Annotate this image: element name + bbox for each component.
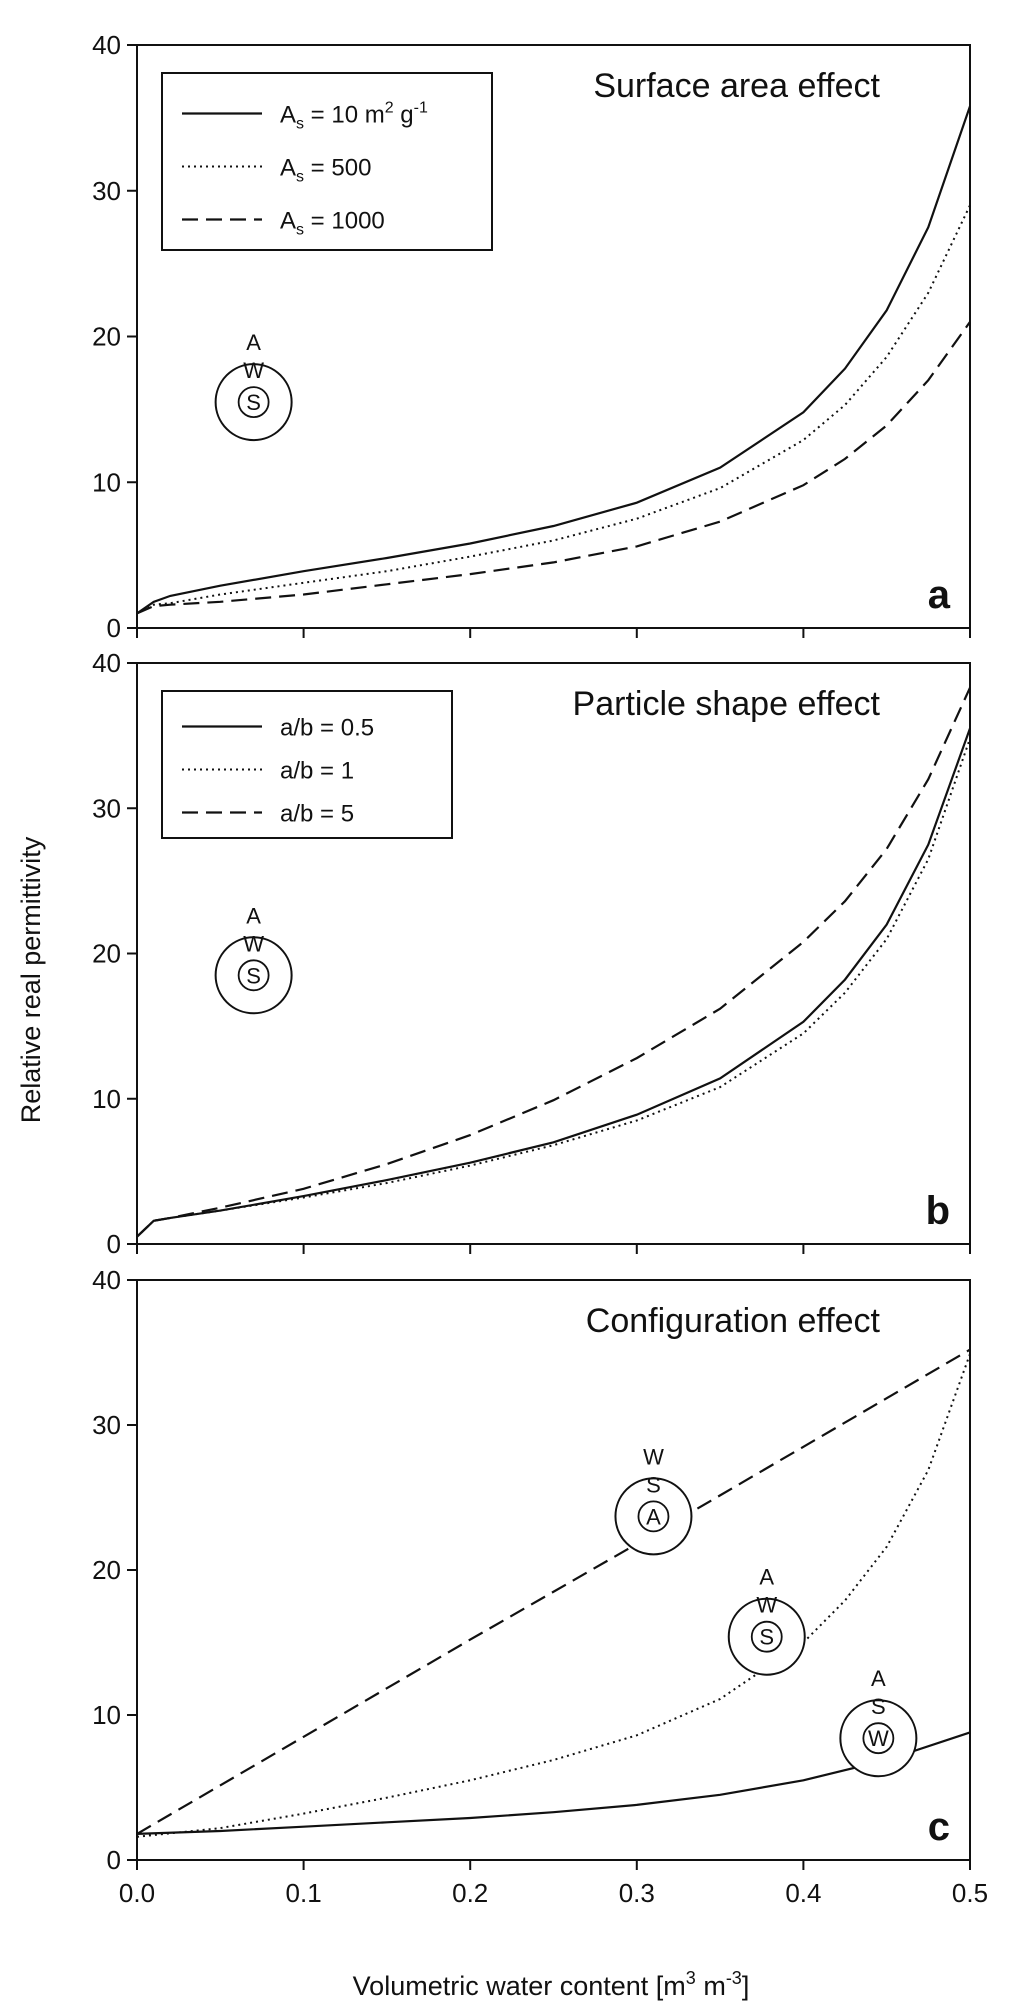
panel-label: c	[928, 1805, 950, 1849]
core-shell-schematic: AWS	[214, 330, 293, 442]
y-tick-label: 0	[107, 1229, 121, 1259]
y-tick-label: 40	[92, 1265, 121, 1295]
x-tick-label: 0.4	[785, 1878, 821, 1908]
y-tick-label: 20	[92, 1555, 121, 1585]
panel-b: 0 10 20 30 40 Particle shape effect b a/b = 0.5…	[92, 648, 972, 1259]
schematic-middle-label: W	[243, 931, 264, 956]
x-tick-label: 0.0	[119, 1878, 155, 1908]
schematic-middle-label: S	[646, 1472, 661, 1497]
y-tick-label: 30	[92, 1410, 121, 1440]
series-line	[136, 321, 971, 615]
y-tick-label: 10	[92, 1084, 121, 1114]
y-tick-label: 10	[92, 467, 121, 497]
schematic-middle-label: W	[243, 358, 264, 383]
schematic-outer-label: A	[246, 330, 261, 355]
core-shell-schematic: ASW	[839, 1666, 918, 1778]
schematic-inner-ring	[637, 1500, 670, 1533]
legend-entry: As​ = 1000	[280, 208, 385, 239]
core-shell-schematic: AWS	[727, 1565, 806, 1676]
schematic-outer-label: W	[643, 1444, 664, 1469]
panel-title: Surface area effect	[593, 67, 880, 105]
panel-label: b	[926, 1189, 950, 1233]
schematic-outer-label: A	[246, 903, 261, 928]
core-shell-schematic: WSA	[614, 1444, 693, 1556]
y-tick-label: 30	[92, 176, 121, 206]
legend-entry: a/b = 5	[280, 801, 354, 828]
y-tick-label: 0	[107, 1845, 121, 1875]
schematic-core-label: S	[759, 1625, 774, 1650]
series-line	[136, 1348, 971, 1835]
y-tick-label: 30	[92, 793, 121, 823]
panel-title: Configuration effect	[586, 1302, 881, 1340]
panel-c: 0 10 20 30 40 0.0 0.1 0.2 0.3 0.4 0.5 Configuration…	[92, 1265, 988, 1908]
legend-entry: a/b = 1	[280, 758, 354, 785]
y-tick-label: 20	[92, 939, 121, 969]
x-tick-label: 0.1	[286, 1878, 322, 1908]
y-axis-label: Relative real permittivity	[16, 836, 46, 1123]
y-tick-label: 0	[107, 613, 121, 643]
legend-entry: a/b = 0.5	[280, 715, 374, 742]
x-axis-label: Volumetric water content [m3 m-3]	[353, 1968, 750, 2001]
schematic-inner-ring	[237, 959, 270, 992]
x-tick-label: 0.2	[452, 1878, 488, 1908]
schematic-outer-label: A	[871, 1666, 886, 1691]
schematic-inner-ring	[862, 1722, 895, 1755]
schematic-core-label: A	[646, 1504, 661, 1529]
series-line	[136, 1731, 971, 1835]
schematic-inner-ring	[237, 386, 270, 418]
legend-entry: As​ = 500	[280, 155, 371, 186]
core-shell-schematic: AWS	[214, 903, 293, 1015]
x-tick-label: 0.5	[952, 1878, 988, 1908]
panel-label: a	[928, 573, 951, 617]
series-line	[136, 105, 972, 615]
schematic-core-label: S	[246, 390, 261, 415]
series-line	[136, 687, 972, 1238]
schematic-middle-label: W	[756, 1593, 777, 1618]
panel-title: Particle shape effect	[573, 685, 881, 723]
schematic-inner-ring	[750, 1620, 783, 1653]
y-tick-label: 40	[92, 30, 121, 60]
series-line	[136, 1353, 971, 1838]
panel-a: 0 10 20 30 40 Surface area effect a As​ = 10 m2…	[92, 30, 972, 643]
schematic-outer-label: A	[759, 1565, 774, 1590]
y-tick-label: 20	[92, 322, 121, 352]
plot-frame	[136, 1279, 971, 1861]
schematic-core-label: S	[246, 963, 261, 988]
schematic-core-label: W	[868, 1726, 889, 1751]
legend-entry: As​ = 10 m2​ g-1​	[280, 100, 428, 133]
schematic-middle-label: S	[871, 1694, 886, 1719]
y-tick-label: 10	[92, 1700, 121, 1730]
x-tick-label: 0.3	[619, 1878, 655, 1908]
y-tick-label: 40	[92, 648, 121, 678]
